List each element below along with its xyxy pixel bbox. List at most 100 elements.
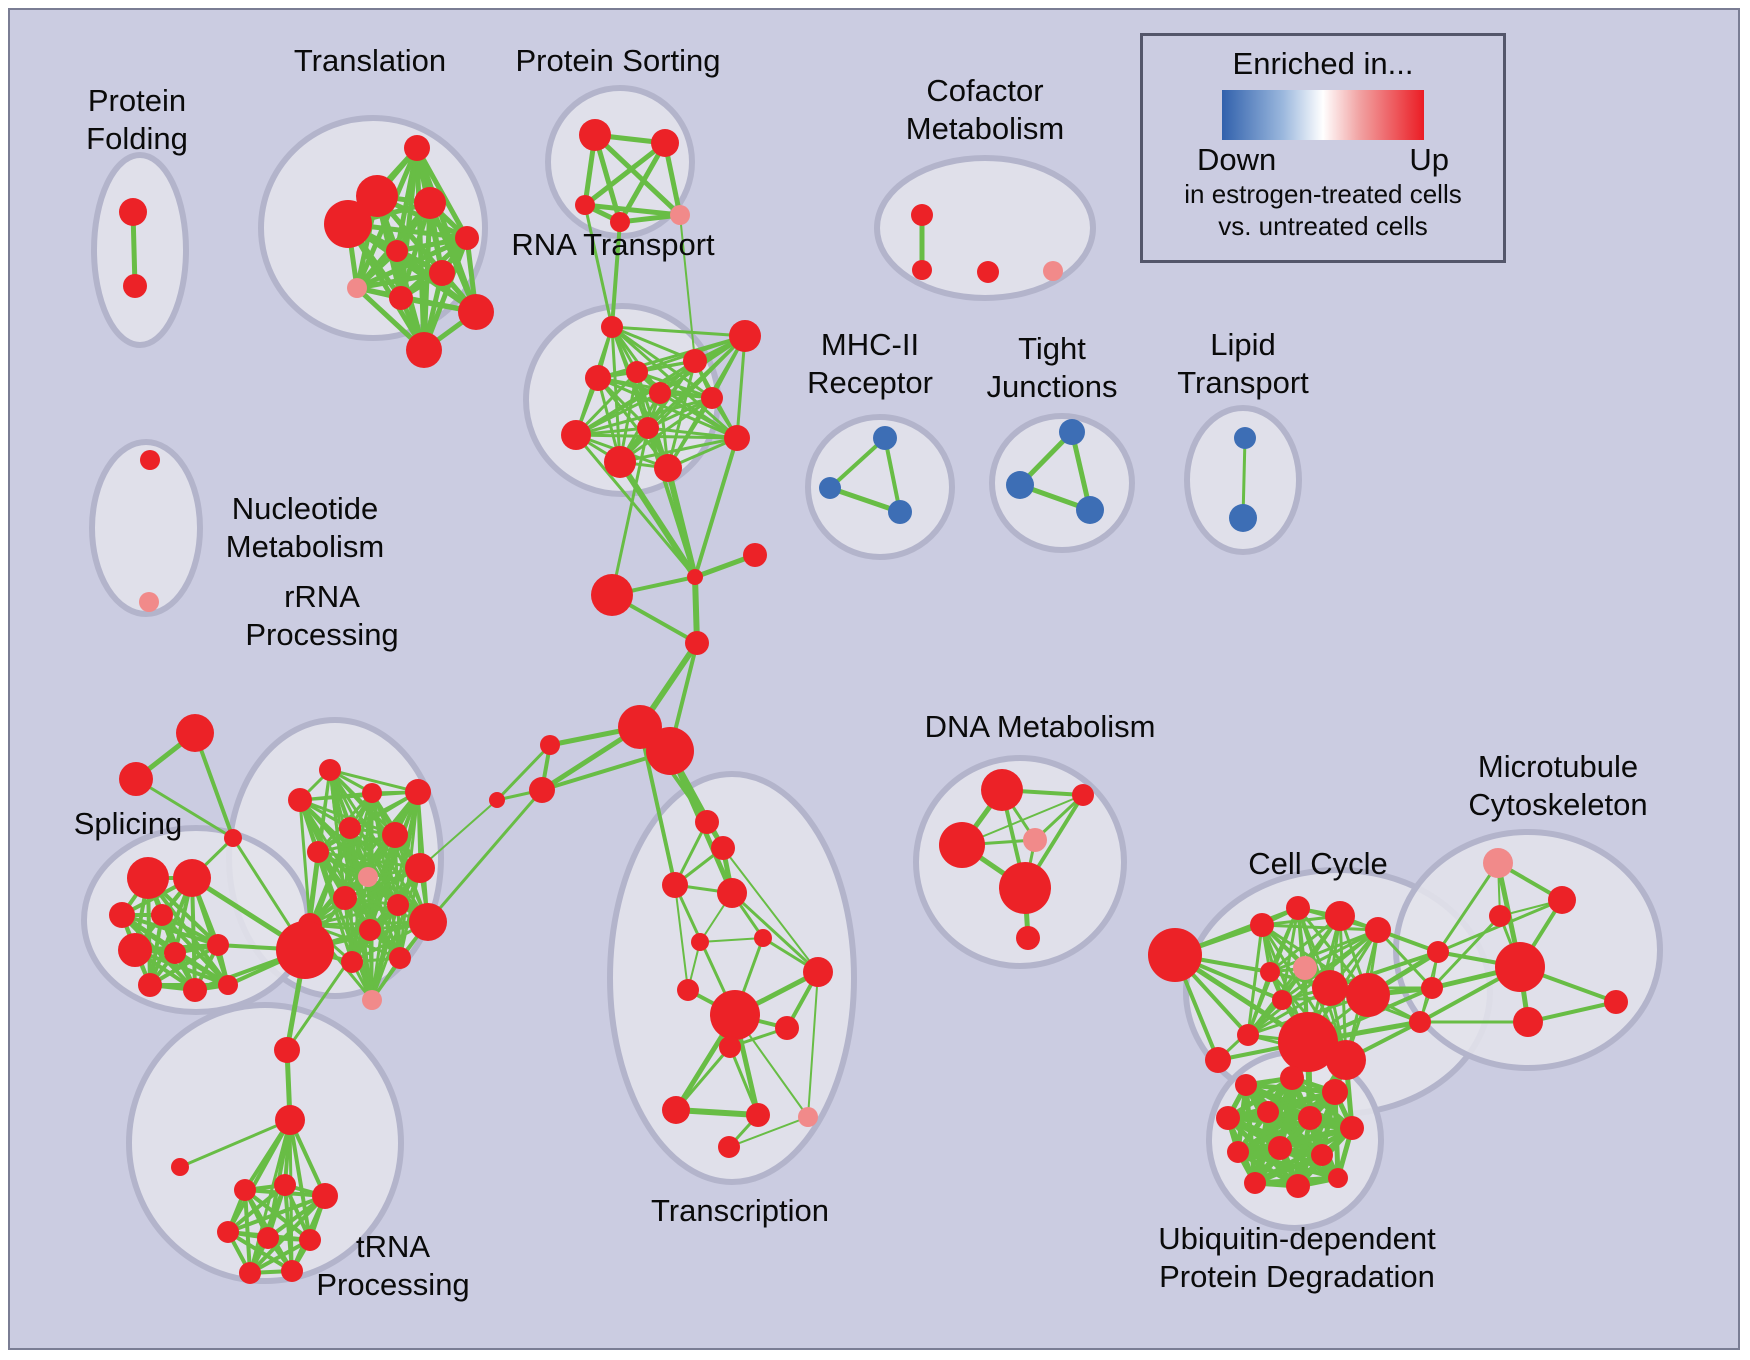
network-node[interactable] bbox=[591, 574, 633, 616]
network-node[interactable] bbox=[406, 332, 442, 368]
network-node[interactable] bbox=[1483, 848, 1513, 878]
network-node[interactable] bbox=[654, 454, 682, 482]
network-node[interactable] bbox=[1604, 990, 1628, 1014]
network-node[interactable] bbox=[312, 1183, 338, 1209]
network-node[interactable] bbox=[687, 569, 703, 585]
network-node[interactable] bbox=[356, 175, 398, 217]
network-node[interactable] bbox=[610, 212, 630, 232]
network-node[interactable] bbox=[1260, 962, 1280, 982]
network-node[interactable] bbox=[803, 957, 833, 987]
network-node[interactable] bbox=[1326, 1040, 1366, 1080]
network-node[interactable] bbox=[224, 829, 242, 847]
network-node[interactable] bbox=[1244, 1172, 1266, 1194]
network-node[interactable] bbox=[274, 1174, 296, 1196]
network-node[interactable] bbox=[359, 919, 381, 941]
network-node[interactable] bbox=[646, 727, 694, 775]
network-node[interactable] bbox=[670, 205, 690, 225]
network-node[interactable] bbox=[729, 320, 761, 352]
network-node[interactable] bbox=[140, 450, 160, 470]
network-node[interactable] bbox=[1286, 896, 1310, 920]
network-node[interactable] bbox=[1216, 1106, 1240, 1130]
network-node[interactable] bbox=[347, 278, 367, 298]
network-node[interactable] bbox=[662, 1096, 690, 1124]
network-node[interactable] bbox=[362, 990, 382, 1010]
network-node[interactable] bbox=[1340, 1116, 1364, 1140]
network-node[interactable] bbox=[389, 286, 413, 310]
network-node[interactable] bbox=[626, 361, 648, 383]
network-node[interactable] bbox=[409, 903, 447, 941]
network-node[interactable] bbox=[695, 810, 719, 834]
network-node[interactable] bbox=[218, 975, 238, 995]
network-node[interactable] bbox=[540, 735, 560, 755]
network-node[interactable] bbox=[382, 822, 408, 848]
network-node[interactable] bbox=[164, 942, 186, 964]
network-node[interactable] bbox=[1280, 1066, 1304, 1090]
network-node[interactable] bbox=[662, 872, 688, 898]
network-node[interactable] bbox=[1043, 261, 1063, 281]
network-node[interactable] bbox=[386, 240, 408, 262]
network-node[interactable] bbox=[1489, 905, 1511, 927]
network-node[interactable] bbox=[912, 260, 932, 280]
network-node[interactable] bbox=[939, 822, 985, 868]
network-node[interactable] bbox=[1272, 990, 1292, 1010]
network-node[interactable] bbox=[798, 1107, 818, 1127]
network-node[interactable] bbox=[339, 817, 361, 839]
network-node[interactable] bbox=[717, 878, 747, 908]
network-node[interactable] bbox=[139, 592, 159, 612]
network-node[interactable] bbox=[1059, 419, 1085, 445]
network-node[interactable] bbox=[1346, 973, 1390, 1017]
network-node[interactable] bbox=[109, 902, 135, 928]
network-node[interactable] bbox=[1325, 901, 1355, 931]
network-node[interactable] bbox=[651, 129, 679, 157]
network-node[interactable] bbox=[999, 862, 1051, 914]
network-node[interactable] bbox=[171, 1158, 189, 1176]
network-node[interactable] bbox=[1205, 1047, 1231, 1073]
network-node[interactable] bbox=[281, 1260, 303, 1282]
network-node[interactable] bbox=[529, 777, 555, 803]
network-node[interactable] bbox=[288, 788, 312, 812]
network-node[interactable] bbox=[649, 382, 671, 404]
network-node[interactable] bbox=[637, 417, 659, 439]
network-node[interactable] bbox=[1235, 1074, 1257, 1096]
network-node[interactable] bbox=[319, 759, 341, 781]
network-node[interactable] bbox=[119, 762, 153, 796]
network-node[interactable] bbox=[685, 631, 709, 655]
network-node[interactable] bbox=[1278, 1012, 1338, 1072]
network-node[interactable] bbox=[138, 973, 162, 997]
network-node[interactable] bbox=[183, 978, 207, 1002]
network-node[interactable] bbox=[746, 1103, 770, 1127]
network-node[interactable] bbox=[1076, 496, 1104, 524]
network-node[interactable] bbox=[724, 425, 750, 451]
network-node[interactable] bbox=[207, 934, 229, 956]
network-node[interactable] bbox=[561, 420, 591, 450]
network-node[interactable] bbox=[176, 714, 214, 752]
network-node[interactable] bbox=[1548, 886, 1576, 914]
network-node[interactable] bbox=[119, 198, 147, 226]
network-node[interactable] bbox=[362, 783, 382, 803]
network-node[interactable] bbox=[275, 1105, 305, 1135]
network-node[interactable] bbox=[1268, 1136, 1292, 1160]
network-node[interactable] bbox=[1293, 956, 1317, 980]
network-node[interactable] bbox=[239, 1262, 261, 1284]
network-node[interactable] bbox=[1227, 1141, 1249, 1163]
network-node[interactable] bbox=[981, 769, 1023, 811]
network-node[interactable] bbox=[333, 886, 357, 910]
network-node[interactable] bbox=[977, 261, 999, 283]
network-node[interactable] bbox=[389, 947, 411, 969]
network-node[interactable] bbox=[711, 836, 735, 860]
network-node[interactable] bbox=[1229, 504, 1257, 532]
network-node[interactable] bbox=[1016, 926, 1040, 950]
network-node[interactable] bbox=[691, 933, 709, 951]
network-node[interactable] bbox=[118, 933, 152, 967]
network-node[interactable] bbox=[1495, 942, 1545, 992]
network-node[interactable] bbox=[604, 446, 636, 478]
network-node[interactable] bbox=[743, 543, 767, 567]
network-node[interactable] bbox=[579, 119, 611, 151]
network-node[interactable] bbox=[405, 853, 435, 883]
network-node[interactable] bbox=[324, 200, 372, 248]
network-node[interactable] bbox=[1427, 941, 1449, 963]
network-node[interactable] bbox=[911, 204, 933, 226]
network-node[interactable] bbox=[754, 929, 772, 947]
network-node[interactable] bbox=[1322, 1079, 1348, 1105]
network-node[interactable] bbox=[1234, 427, 1256, 449]
